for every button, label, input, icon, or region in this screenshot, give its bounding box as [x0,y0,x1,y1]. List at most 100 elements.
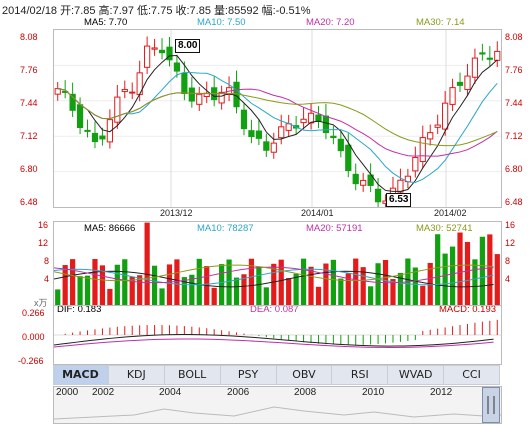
candle-body [151,47,158,50]
candle-body [419,137,426,162]
timeline-year: 2010 [362,387,385,398]
candle-body [166,46,173,61]
price-ytick-right: 6.80 [505,164,523,174]
macd-dif-line [53,334,494,347]
candle-body [434,124,441,128]
candle-body [144,45,151,68]
volume-bar [435,234,441,305]
price-ytick-right: 7.44 [505,98,523,108]
volume-bar [315,286,322,305]
volume-bar [129,276,135,305]
volume-bar [226,259,232,305]
header-volume: 量:85592 [213,5,259,17]
candle-body [345,144,352,172]
volume-bar [241,274,247,305]
macd-chart-panel[interactable] [53,305,502,365]
price-ytick-right: 8.08 [505,32,523,42]
volume-bar [360,267,366,305]
macd-chart[interactable] [53,306,501,364]
candle-body [84,129,91,132]
volume-bar [263,287,269,305]
header-date: 2014/02/18 [2,5,58,17]
volume-bar [457,232,463,305]
header-change: 幅:-0.51% [261,5,311,17]
tab-cci[interactable]: CCI [444,366,500,384]
volume-ma-line [53,270,494,288]
candle-body [240,109,248,130]
tab-kdj[interactable]: KDJ [109,366,165,384]
tab-rsi[interactable]: RSI [332,366,389,384]
vol-ma20-label: MA20: 57191 [306,223,363,234]
price-xtick: 2013/12 [160,208,193,218]
volume-ma-line [53,264,494,282]
header-open: 开:7.85 [60,5,96,17]
price-ytick-left: 6.80 [20,164,38,174]
header-high: 高:7.97 [98,5,134,17]
candlestick-chart[interactable] [54,30,501,210]
volume-bar [166,264,173,305]
volume-bar [256,266,262,305]
tab-wvad[interactable]: WVAD [388,366,445,384]
candle-body [69,93,76,111]
volume-bar [196,258,202,305]
volume-chart-panel[interactable] [53,221,502,306]
candle-body [494,50,501,61]
candle-body [173,62,181,72]
vol-ytick-right: 12 [505,238,516,248]
timeline-navigator[interactable]: 2000 2002 2004 2006 2008 2010 2012 [53,386,502,424]
vol-ma10-label: MA10: 78287 [197,223,254,234]
volume-bar [77,276,83,305]
timeline-year: 2000 [56,387,79,398]
volume-bar [70,259,76,305]
high-price-callout: 8.00 [175,39,201,53]
macd-ytick: 0.000 [22,332,45,342]
vol-ma5-label: MA5: 86666 [84,223,136,234]
volume-bar [472,259,478,305]
candle-body [427,132,434,140]
volume-bar [278,259,284,305]
candle-body [330,135,337,139]
volume-bar [271,263,277,305]
vol-ytick: 16 [38,220,49,230]
timeline-range-handle[interactable] [482,387,500,423]
price-ytick-left: 7.44 [20,98,38,108]
price-ma10-label: MA10: 7.50 [197,17,246,28]
volume-bar [84,275,91,305]
candle-body [114,96,121,123]
candle-body [307,112,315,124]
candle-body [158,49,166,54]
volume-bar [449,246,456,305]
volume-bar [62,265,68,305]
volume-ma-line [53,268,494,286]
tab-obv[interactable]: OBV [277,366,333,384]
volume-bars[interactable] [53,222,501,305]
timeline-year: 2004 [159,387,182,398]
candle-body [188,87,195,102]
volume-bar [122,259,128,305]
volume-bar [107,288,113,305]
candle-body [315,114,322,123]
price-ytick-right: 7.76 [505,65,523,75]
volume-bar [345,273,351,305]
vol-ytick-right: 8 [505,256,511,266]
tab-boll[interactable]: BOLL [165,366,221,384]
tab-psy[interactable]: PSY [221,366,277,384]
candle-body [181,72,188,95]
volume-bar [211,287,217,305]
volume-bar [479,236,485,305]
timeline-year: 2012 [430,387,453,398]
price-chart-panel[interactable]: 8.00 6.53 [53,29,502,210]
candle-body [54,88,61,95]
macd-dif-label: DIF: 0.183 [57,304,102,315]
vol-ytick: 4 [44,274,50,284]
candle-body [479,52,486,55]
candle-body [360,179,367,186]
tab-macd[interactable]: MACD [53,366,109,384]
candle-body [367,174,374,186]
volume-bar [487,234,493,305]
volume-bar [99,265,106,305]
volume-bar [390,279,396,305]
vol-ytick: 12 [38,238,49,248]
candle-body [270,142,277,153]
candle-body [255,130,262,139]
